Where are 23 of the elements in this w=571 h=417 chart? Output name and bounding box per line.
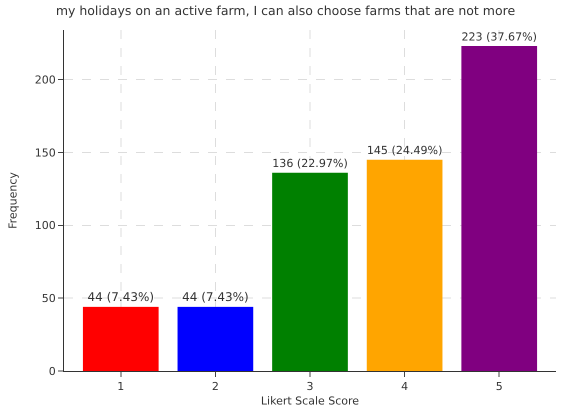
- y-tick-label: 200: [34, 73, 56, 86]
- data-label: 223 (37.67%): [461, 30, 538, 44]
- bar: [461, 46, 538, 371]
- x-tick-label: 5: [496, 380, 503, 394]
- y-tick-label: 0: [48, 364, 56, 378]
- data-label: 145 (24.49%): [366, 144, 442, 157]
- data-label: 44 (7.43%): [182, 290, 249, 304]
- bar: [272, 172, 348, 371]
- x-tick-label: 3: [306, 380, 314, 394]
- bar: [82, 306, 159, 371]
- x-axis-title: Likert Scale Score: [260, 394, 360, 408]
- y-axis-title: Frequency: [6, 172, 20, 229]
- x-tick-label: 4: [401, 380, 408, 394]
- y-tick-label: 50: [42, 292, 56, 305]
- x-tick-label: 1: [117, 380, 124, 394]
- bar: [178, 306, 254, 371]
- bar: [366, 160, 442, 371]
- y-tick-label: 100: [34, 219, 56, 232]
- y-tick-label: 150: [34, 146, 56, 160]
- data-label: 136 (22.97%): [272, 157, 348, 170]
- chart-title: my holidays on an active farm, I can also choose farms that are not more: [56, 3, 516, 18]
- data-label: 44 (7.43%): [87, 290, 154, 304]
- x-tick-label: 2: [212, 380, 219, 394]
